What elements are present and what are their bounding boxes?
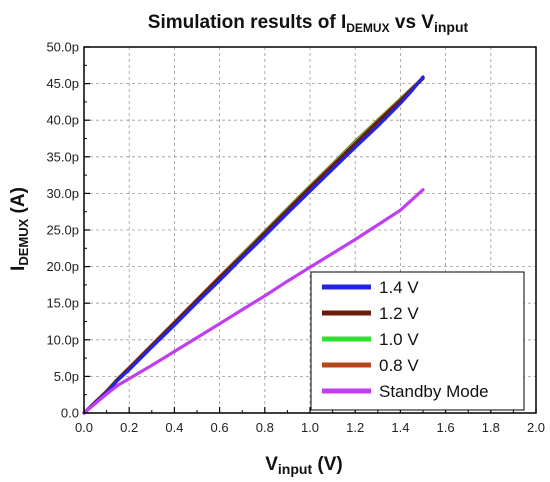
y-tick-label: 30.0p bbox=[46, 186, 79, 201]
legend-label-1-4-v: 1.4 V bbox=[379, 278, 419, 297]
y-tick-label: 50.0p bbox=[46, 40, 79, 55]
y-tick-label: 40.0p bbox=[46, 113, 79, 128]
y-axis-title: IDEMUX (A) bbox=[8, 187, 31, 271]
y-tick-label: 45.0p bbox=[46, 76, 79, 91]
x-tick-label: 0.6 bbox=[211, 420, 229, 435]
chart-title: Simulation results of IDEMUX vs Vinput bbox=[148, 12, 469, 35]
series-group bbox=[82, 75, 425, 415]
legend-label-1-0-v: 1.0 V bbox=[379, 330, 419, 349]
y-tick-label: 20.0p bbox=[46, 259, 79, 274]
plot-frame bbox=[83, 46, 537, 414]
x-tick-label: 1.2 bbox=[346, 420, 364, 435]
x-tick-label: 1.4 bbox=[391, 420, 409, 435]
y-tick-label: 35.0p bbox=[46, 149, 79, 164]
legend-label-standby-mode: Standby Mode bbox=[379, 382, 489, 401]
y-tick-label: 10.0p bbox=[46, 332, 79, 347]
y-tick-label: 15.0p bbox=[46, 296, 79, 311]
x-axis-title: Vinput (V) bbox=[265, 454, 343, 477]
x-tick-label: 0.8 bbox=[256, 420, 274, 435]
series-line-standby-mode bbox=[82, 188, 425, 415]
y-tick-label: 5.0p bbox=[54, 369, 79, 384]
x-tick-label: 2.0 bbox=[527, 420, 545, 435]
legend-label-1-2-v: 1.2 V bbox=[379, 304, 419, 323]
y-tick-label: 0.0 bbox=[61, 406, 79, 421]
y-tick-label: 25.0p bbox=[46, 223, 79, 238]
x-tick-label: 0.4 bbox=[165, 420, 183, 435]
legend-label-0-8-v: 0.8 V bbox=[379, 356, 419, 375]
x-tick-label: 0.2 bbox=[120, 420, 138, 435]
legend: 1.4 V 1.2 V 1.0 V 0.8 V Standby Mode bbox=[310, 271, 525, 411]
x-tick-label: 1.8 bbox=[482, 420, 500, 435]
x-tick-label: 1.6 bbox=[437, 420, 455, 435]
y-tick-labels: 0.0 5.0p 10.0p 15.0p 20.0p 25.0p 30.0p 35.0p 40.… bbox=[46, 40, 79, 421]
x-tick-label: 0.0 bbox=[75, 420, 93, 435]
series-line-1-4-v bbox=[82, 75, 425, 415]
x-tick-label: 1.0 bbox=[301, 420, 319, 435]
x-tick-labels: 0.0 0.2 0.4 0.6 0.8 1.0 1.2 1.4 1.6 1.8 2.0 bbox=[75, 420, 545, 435]
